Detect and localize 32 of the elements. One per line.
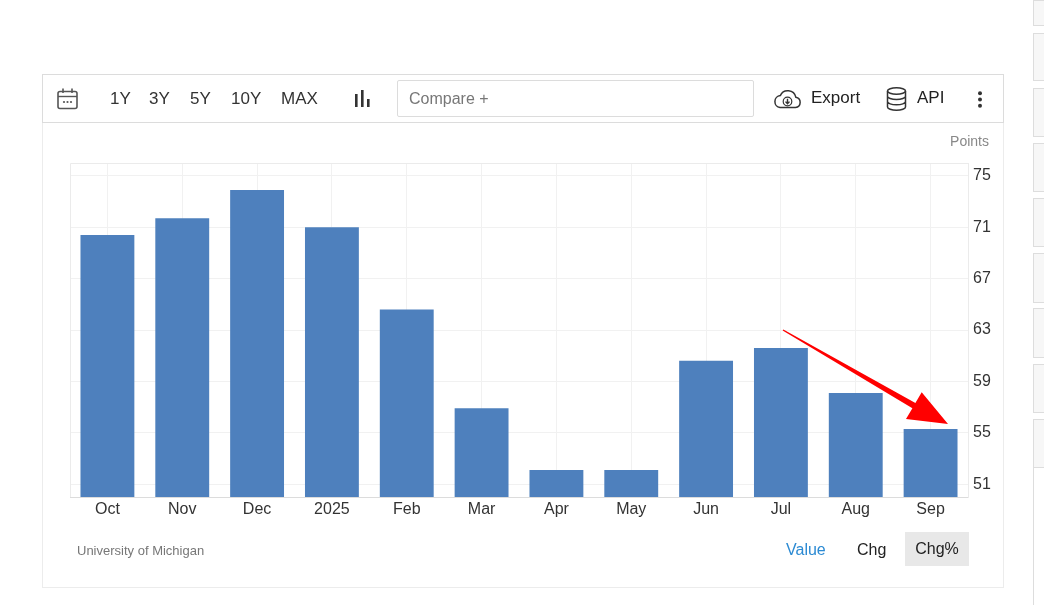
x-tick-label: Jul xyxy=(770,500,792,518)
text: Chg xyxy=(857,540,887,560)
y-axis-title: Points xyxy=(950,132,989,150)
x-tick-label: Apr xyxy=(543,500,570,518)
x-tick-label: Dec xyxy=(242,500,272,518)
text: University of Michigan xyxy=(77,542,205,560)
text: 3Y xyxy=(149,89,170,109)
x-tick-label: Sep xyxy=(916,500,945,518)
text: Export xyxy=(811,88,861,108)
y-tick-label: 51 xyxy=(973,474,991,492)
y-tick-label: 63 xyxy=(973,320,991,338)
y-tick-label: 59 xyxy=(973,371,991,389)
x-tick-label: Mar xyxy=(467,500,497,518)
text: MAX xyxy=(281,89,318,109)
x-tick-label: Nov xyxy=(168,500,197,518)
text: 5Y xyxy=(190,89,211,109)
text: Chg% xyxy=(905,532,969,566)
text: API xyxy=(917,88,945,108)
x-tick-label: Jun xyxy=(693,500,719,518)
x-tick-label: Feb xyxy=(392,500,421,518)
y-tick-label: 67 xyxy=(973,269,991,287)
text: 10Y xyxy=(231,89,262,109)
text: 1Y xyxy=(110,89,131,109)
text: Compare + xyxy=(409,89,489,109)
x-tick-label: 2025 xyxy=(314,500,350,518)
x-tick-label: Oct xyxy=(94,500,121,518)
y-tick-label: 71 xyxy=(973,217,991,235)
x-tick-label: May xyxy=(616,500,647,518)
x-tick-label: Aug xyxy=(841,500,870,518)
y-tick-label: 55 xyxy=(973,423,991,441)
text: Value xyxy=(786,540,826,560)
y-tick-label: 75 xyxy=(973,166,991,184)
